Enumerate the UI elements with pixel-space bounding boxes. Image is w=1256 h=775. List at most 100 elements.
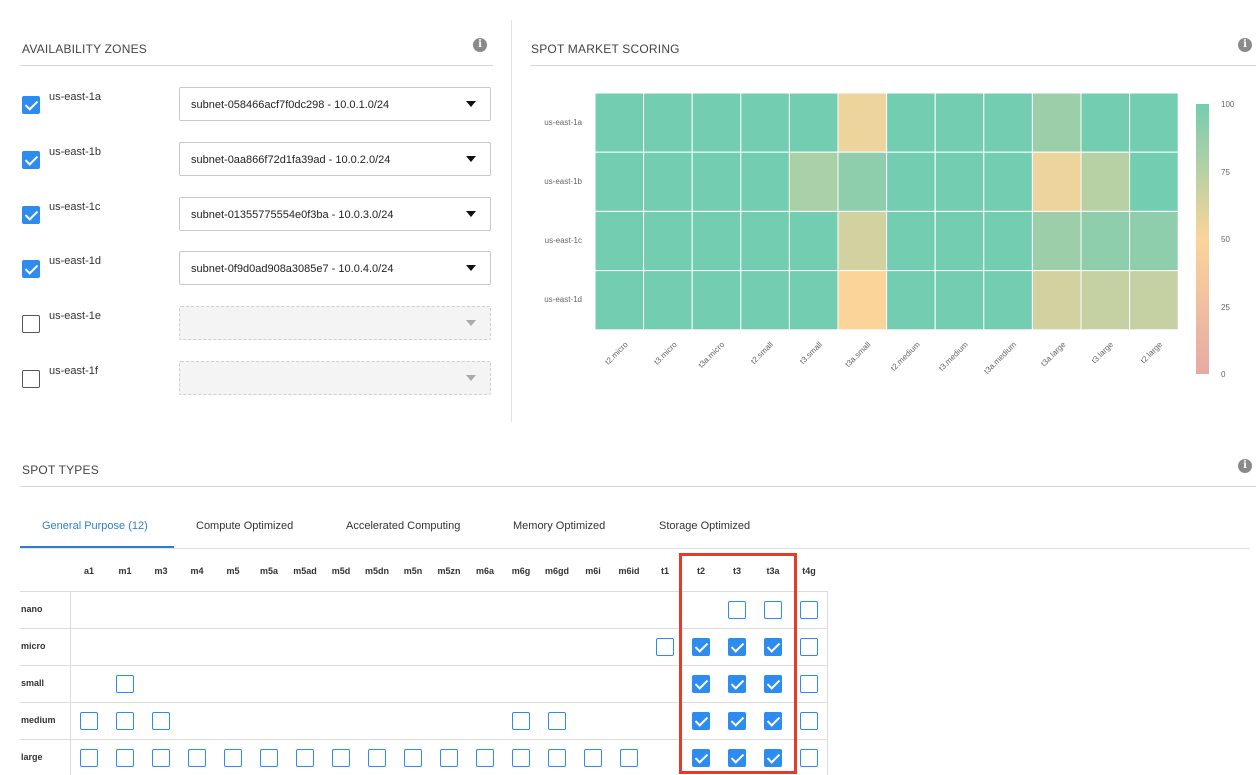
column-header-t3a: t3a bbox=[766, 566, 780, 576]
instance-checkbox-m5dn-large[interactable] bbox=[368, 749, 386, 767]
az-name: us-east-1d bbox=[49, 255, 101, 267]
column-header-m6a: m6a bbox=[475, 566, 494, 576]
instance-checkbox-t2-small[interactable] bbox=[692, 675, 710, 693]
tab-general-purpose[interactable]: General Purpose (12) bbox=[42, 520, 148, 532]
column-header-m5d: m5d bbox=[331, 566, 351, 576]
column-header-m5: m5 bbox=[226, 566, 240, 576]
instance-checkbox-m5ad-large[interactable] bbox=[296, 749, 314, 767]
heatmap-cell bbox=[837, 151, 888, 212]
subnet-select[interactable]: subnet-058466acf7f0dc298 - 10.0.1.0/24 bbox=[179, 87, 491, 121]
heatmap-cell bbox=[983, 210, 1033, 272]
tab-accelerated-computing[interactable]: Accelerated Computing bbox=[346, 520, 461, 532]
instance-checkbox-m5n-large[interactable] bbox=[404, 749, 422, 767]
instance-checkbox-a1-medium[interactable] bbox=[80, 712, 98, 730]
heatmap-cell bbox=[691, 210, 742, 272]
instance-checkbox-t3a-small[interactable] bbox=[764, 675, 782, 693]
instance-checkbox-t1-micro[interactable] bbox=[656, 638, 674, 656]
chevron-down-icon bbox=[466, 375, 476, 381]
instance-checkbox-t3a-nano[interactable] bbox=[764, 601, 782, 619]
instance-checkbox-m5d-large[interactable] bbox=[332, 749, 350, 767]
instance-checkbox-a1-large[interactable] bbox=[80, 749, 98, 767]
info-icon[interactable]: i bbox=[473, 38, 487, 52]
instance-checkbox-t3a-micro[interactable] bbox=[764, 638, 782, 656]
tab-storage-optimized[interactable]: Storage Optimized bbox=[659, 520, 751, 532]
subnet-value: subnet-058466acf7f0dc298 - 10.0.1.0/24 bbox=[191, 99, 390, 111]
instance-checkbox-t4g-micro[interactable] bbox=[800, 638, 818, 656]
subnet-select[interactable] bbox=[179, 306, 491, 340]
availability-zones-title: AVAILABILITY ZONES bbox=[22, 42, 147, 56]
subnet-value: subnet-0aa866f72d1fa39ad - 10.0.2.0/24 bbox=[191, 154, 391, 166]
instance-checkbox-m6g-large[interactable] bbox=[512, 749, 530, 767]
az-name: us-east-1b bbox=[49, 146, 101, 158]
instance-checkbox-m6gd-medium[interactable] bbox=[548, 712, 566, 730]
grid-line bbox=[20, 739, 828, 740]
instance-checkbox-t3-small[interactable] bbox=[728, 675, 746, 693]
heatmap-cell bbox=[934, 270, 985, 331]
instance-checkbox-m3-large[interactable] bbox=[152, 749, 170, 767]
instance-checkbox-t2-large[interactable] bbox=[692, 749, 710, 767]
instance-checkbox-t3-micro[interactable] bbox=[728, 638, 746, 656]
heatmap-cell bbox=[1031, 270, 1082, 331]
az-row-us-east-1b: us-east-1b subnet-0aa866f72d1fa39ad - 10.… bbox=[22, 142, 492, 176]
subnet-select[interactable]: subnet-01355775554e0f3ba - 10.0.3.0/24 bbox=[179, 197, 491, 231]
instance-checkbox-m1-large[interactable] bbox=[116, 749, 134, 767]
instance-checkbox-m6a-large[interactable] bbox=[476, 749, 494, 767]
az-name: us-east-1c bbox=[49, 201, 101, 213]
instance-checkbox-m6gd-large[interactable] bbox=[548, 749, 566, 767]
instance-checkbox-t3a-medium[interactable] bbox=[764, 712, 782, 730]
chevron-down-icon bbox=[466, 211, 476, 217]
subnet-select[interactable] bbox=[179, 361, 491, 395]
instance-checkbox-t4g-small[interactable] bbox=[800, 675, 818, 693]
heatmap-cell bbox=[934, 92, 985, 153]
instance-checkbox-m5-large[interactable] bbox=[224, 749, 242, 767]
grid-line bbox=[827, 591, 828, 775]
tab-compute-optimized[interactable]: Compute Optimized bbox=[196, 520, 294, 532]
grid-line bbox=[70, 591, 71, 775]
az-checkbox[interactable] bbox=[22, 151, 40, 169]
heatmap-cell bbox=[1031, 151, 1082, 212]
subnet-select[interactable]: subnet-0aa866f72d1fa39ad - 10.0.2.0/24 bbox=[179, 142, 491, 176]
instance-checkbox-t4g-nano[interactable] bbox=[800, 601, 818, 619]
heatmap-cell bbox=[691, 151, 742, 212]
grid-line bbox=[20, 591, 828, 592]
az-checkbox[interactable] bbox=[22, 206, 40, 224]
tab-memory-optimized[interactable]: Memory Optimized bbox=[513, 520, 606, 532]
instance-checkbox-t3a-large[interactable] bbox=[764, 749, 782, 767]
subnet-value: subnet-0f9d0ad908a3085e7 - 10.0.4.0/24 bbox=[191, 263, 394, 275]
instance-checkbox-m1-small[interactable] bbox=[116, 675, 134, 693]
instance-checkbox-m1-medium[interactable] bbox=[116, 712, 134, 730]
info-icon[interactable]: i bbox=[1238, 459, 1252, 473]
instance-checkbox-m5zn-large[interactable] bbox=[440, 749, 458, 767]
instance-checkbox-m5a-large[interactable] bbox=[260, 749, 278, 767]
heatmap-cell bbox=[788, 151, 839, 212]
instance-checkbox-t3-large[interactable] bbox=[728, 749, 746, 767]
az-checkbox[interactable] bbox=[22, 370, 40, 388]
instance-checkbox-t3-medium[interactable] bbox=[728, 712, 746, 730]
instance-checkbox-m6id-large[interactable] bbox=[620, 749, 638, 767]
az-checkbox[interactable] bbox=[22, 96, 40, 114]
heatmap-cell bbox=[643, 151, 693, 212]
vertical-divider bbox=[511, 20, 512, 422]
heatmap-cell bbox=[983, 92, 1033, 153]
column-header-t1: t1 bbox=[660, 566, 669, 576]
grid-line bbox=[20, 702, 828, 703]
instance-checkbox-m4-large[interactable] bbox=[188, 749, 206, 767]
instance-checkbox-t4g-large[interactable] bbox=[800, 749, 818, 767]
column-header-m4: m4 bbox=[190, 566, 204, 576]
az-checkbox[interactable] bbox=[22, 315, 40, 333]
instance-checkbox-t2-micro[interactable] bbox=[692, 638, 710, 656]
subnet-select[interactable]: subnet-0f9d0ad908a3085e7 - 10.0.4.0/24 bbox=[179, 251, 491, 285]
highlight-box bbox=[679, 553, 797, 774]
instance-checkbox-m6i-large[interactable] bbox=[584, 749, 602, 767]
heatmap-row-label: us-east-1d bbox=[544, 295, 582, 304]
heatmap-cell bbox=[594, 210, 645, 272]
instance-checkbox-m6g-medium[interactable] bbox=[512, 712, 530, 730]
instance-checkbox-t4g-medium[interactable] bbox=[800, 712, 818, 730]
az-checkbox[interactable] bbox=[22, 260, 40, 278]
heatmap-cell bbox=[1129, 92, 1179, 153]
instance-checkbox-m3-medium[interactable] bbox=[152, 712, 170, 730]
instance-checkbox-t3-nano[interactable] bbox=[728, 601, 746, 619]
info-icon[interactable]: i bbox=[1238, 38, 1252, 52]
instance-checkbox-t2-medium[interactable] bbox=[692, 712, 710, 730]
column-header-m3: m3 bbox=[154, 566, 168, 576]
